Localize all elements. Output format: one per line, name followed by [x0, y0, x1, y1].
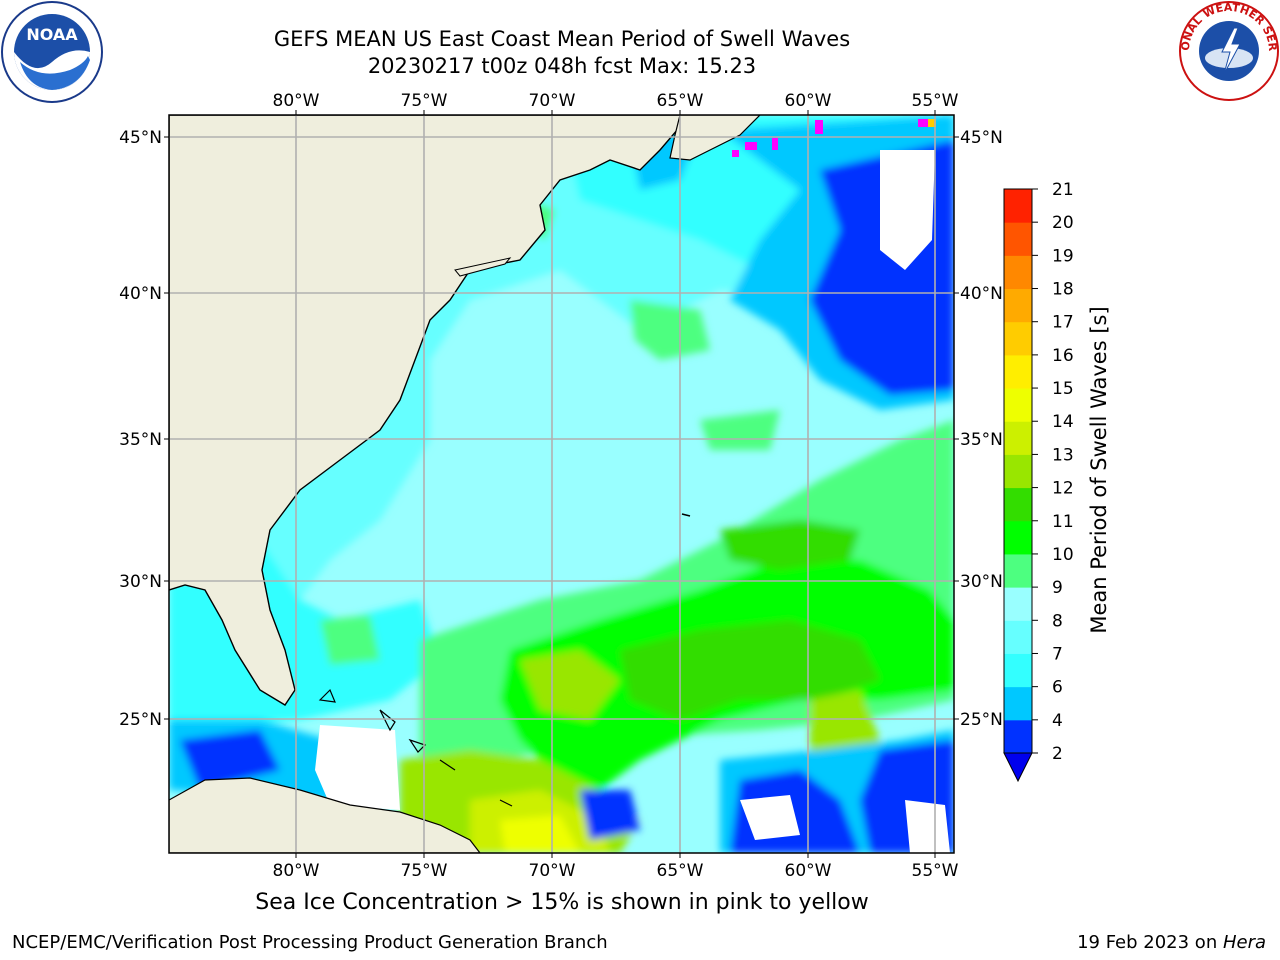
lon-label-top: 60°W	[785, 91, 832, 111]
map-area	[169, 115, 954, 853]
land-north-america	[169, 115, 691, 706]
colorbar-segment	[1004, 454, 1032, 489]
nws-logo: NATIONAL WEATHER SERVICE	[1178, 0, 1279, 101]
colorbar-tick-label: 15	[1052, 379, 1074, 399]
lat-label-left: 40°N	[119, 284, 162, 304]
colorbar-tick-label: 13	[1052, 445, 1074, 465]
colorbar-tick-label: 2	[1052, 744, 1063, 764]
map-frame	[168, 114, 955, 854]
footer-producer: NCEP/EMC/Verification Post Processing Pr…	[12, 932, 608, 953]
lon-label-bottom: 60°W	[785, 861, 832, 881]
footer-system: Hera	[1222, 932, 1266, 953]
axis-ticks	[164, 110, 959, 858]
lon-label-bottom: 55°W	[912, 861, 959, 881]
colorbar-label: Mean Period of Swell Waves [s]	[1087, 306, 1111, 633]
colorbar-tick-label: 16	[1052, 346, 1074, 366]
colorbar-segment	[1004, 587, 1032, 621]
colorbar-segment	[1004, 487, 1032, 522]
lon-label-top: 65°W	[657, 91, 704, 111]
colorbar-tick-label: 18	[1052, 280, 1074, 300]
colorbar-segment	[1004, 354, 1032, 389]
lat-label-right: 45°N	[960, 128, 1003, 148]
colorbar-segment	[1004, 255, 1032, 290]
colorbar-segment	[1004, 520, 1032, 555]
colorbar-segment	[1004, 388, 1032, 422]
graticule	[169, 115, 954, 853]
lon-label-top: 75°W	[401, 91, 448, 111]
colorbar-tick-label: 6	[1052, 678, 1063, 698]
colorbar: 2 4 6 7 8 9 10 11 12 13 14 15 16 17 18 19 20 21	[1003, 180, 1074, 783]
chart-title: GEFS MEAN US East Coast Mean Period of S…	[273, 27, 851, 51]
colorbar-tick-label: 11	[1052, 512, 1074, 532]
lat-label-left: 35°N	[119, 430, 162, 450]
colorbar-tick-label: 7	[1052, 644, 1063, 664]
colorbar-tick-label: 20	[1052, 213, 1074, 233]
lat-label-right: 35°N	[960, 430, 1003, 450]
footer-date: 19 Feb 2023 on Hera	[1077, 932, 1266, 953]
colorbar-segment	[1004, 321, 1032, 356]
sea-ice-note: Sea Ice Concentration > 15% is shown in …	[255, 890, 869, 915]
colorbar-tick-label: 9	[1052, 578, 1063, 598]
land-long-island	[454, 257, 512, 277]
noaa-logo: NOAA	[1, 1, 103, 103]
lon-label-top: 80°W	[273, 91, 320, 111]
colorbar-frame	[1003, 188, 1033, 754]
footer-date-text: 19 Feb 2023 on	[1077, 932, 1223, 953]
colorbar-segment	[1004, 620, 1032, 654]
colorbar-tick-label: 17	[1052, 313, 1074, 333]
colorbar-segment	[1004, 553, 1032, 588]
lon-label-top: 55°W	[912, 91, 959, 111]
colorbar-extend-arrow	[1003, 752, 1033, 783]
lon-label-top: 70°W	[529, 91, 576, 111]
chart-subtitle: 20230217 t00z 048h fcst Max: 15.23	[367, 54, 757, 78]
lat-label-right: 30°N	[960, 572, 1003, 592]
colorbar-tick-label: 21	[1052, 180, 1074, 200]
land-cuba	[169, 777, 481, 853]
lon-label-bottom: 65°W	[657, 861, 704, 881]
colorbar-segment	[1004, 288, 1032, 323]
colorbar-segment	[1004, 222, 1032, 256]
colorbar-tick-label: 4	[1052, 711, 1063, 731]
colorbar-tick-label: 12	[1052, 479, 1074, 499]
lon-label-bottom: 70°W	[529, 861, 576, 881]
lat-label-right: 40°N	[960, 284, 1003, 304]
lat-label-left: 25°N	[119, 710, 162, 730]
colorbar-segment	[1004, 421, 1032, 455]
colorbar-tick-label: 19	[1052, 246, 1074, 266]
lon-label-bottom: 80°W	[273, 861, 320, 881]
lat-label-left: 45°N	[119, 128, 162, 148]
colorbar-tick-label: 8	[1052, 611, 1063, 631]
colorbar-tick-label: 14	[1052, 412, 1074, 432]
colorbar-tick-label: 10	[1052, 545, 1074, 565]
colorbar-segment	[1004, 653, 1032, 688]
colorbar-segment	[1004, 719, 1032, 754]
lat-label-right: 25°N	[960, 710, 1003, 730]
noaa-logo-text: NOAA	[26, 25, 78, 44]
lon-label-bottom: 75°W	[401, 861, 448, 881]
colorbar-segment	[1004, 686, 1032, 721]
lat-label-left: 30°N	[119, 572, 162, 592]
colorbar-segment	[1004, 189, 1032, 223]
